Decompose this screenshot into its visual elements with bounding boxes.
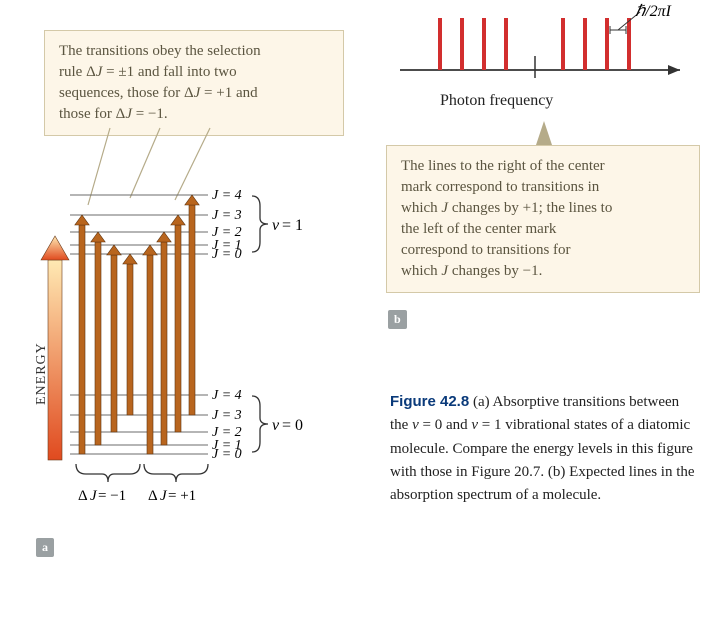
svg-text:J = 4: J = 4 xyxy=(212,188,242,203)
svg-text:J: J xyxy=(90,488,98,504)
callout-b-line5: correspond to transitions for xyxy=(401,242,571,258)
energy-axis-arrow xyxy=(41,236,69,460)
svg-text:J = 0: J = 0 xyxy=(212,247,242,262)
frequency-axis-arrowhead xyxy=(668,65,680,75)
svg-text:J = 3: J = 3 xyxy=(212,208,242,223)
callout-b-line3: which J changes by +1; the lines to xyxy=(401,200,612,216)
svg-text:J = 3: J = 3 xyxy=(212,408,242,423)
callout-b-line1: The lines to the right of the center xyxy=(401,158,605,174)
callout-b-line4: the left of the center mark xyxy=(401,221,556,237)
figure-number: Figure 42.8 xyxy=(390,393,469,410)
svg-text:= 1: = 1 xyxy=(282,217,303,234)
svg-text:= 0: = 0 xyxy=(282,417,303,434)
callout-b-line2: mark correspond to transitions in xyxy=(401,179,599,195)
panel-a-tag: a xyxy=(36,538,54,557)
diagram-b: ℏ/2πI xyxy=(0,0,719,160)
brace-lower xyxy=(252,396,268,452)
svg-text:J = 4: J = 4 xyxy=(212,388,242,403)
underbrace-minus xyxy=(76,464,140,482)
photon-frequency-label: Photon frequency xyxy=(440,92,553,110)
callout-b-line6: which J changes by −1. xyxy=(401,263,542,279)
v-lower-label: v xyxy=(272,417,280,434)
v-upper-label: v xyxy=(272,217,280,234)
spectrum-lines-right xyxy=(563,18,629,70)
svg-text:= +1: = +1 xyxy=(168,488,196,504)
dj-plus-label: Δ xyxy=(148,488,158,504)
callout-b-pointer xyxy=(524,115,564,155)
dj-minus-label: Δ xyxy=(78,488,88,504)
svg-text:= −1: = −1 xyxy=(98,488,126,504)
lower-levels xyxy=(70,395,208,454)
figure-caption: Figure 42.8 (a) Absorptive transitions b… xyxy=(390,390,700,507)
svg-text:J: J xyxy=(160,488,168,504)
panel-b-tag: b xyxy=(388,310,407,329)
j-labels-lower: J = 4J = 3J = 2J = 1J = 0 xyxy=(212,388,242,462)
hbar-label: ℏ/2πI xyxy=(635,3,672,20)
underbrace-plus xyxy=(144,464,208,482)
svg-text:J = 0: J = 0 xyxy=(212,447,242,462)
spectrum-lines-left xyxy=(440,18,506,70)
callout-spectrum-lines: The lines to the right of the center mar… xyxy=(386,145,700,293)
j-labels-upper: J = 4J = 3J = 2J = 1J = 0 xyxy=(212,188,242,262)
brace-upper xyxy=(252,196,268,252)
